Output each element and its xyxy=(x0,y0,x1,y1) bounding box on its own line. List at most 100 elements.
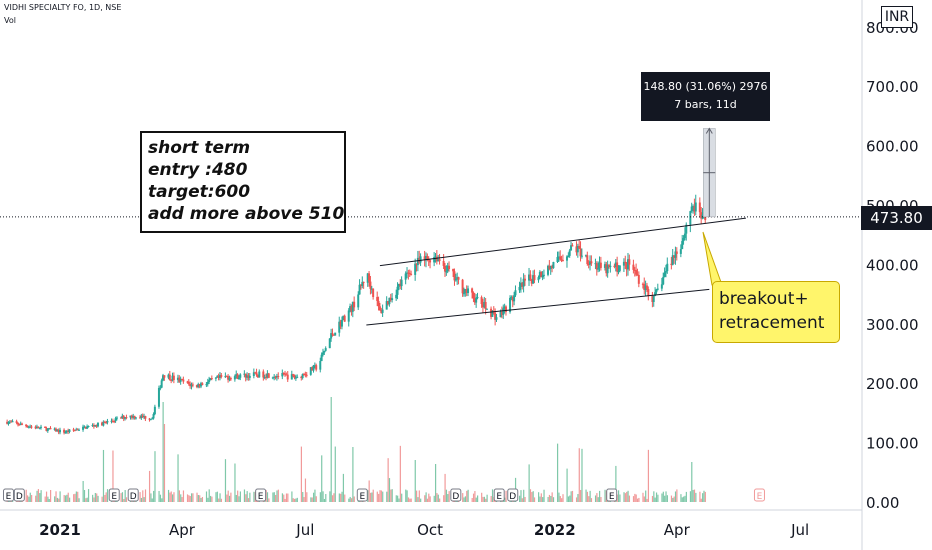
volume-bar xyxy=(143,497,145,502)
measure-arrowhead xyxy=(705,127,713,134)
volume-bar xyxy=(521,498,523,502)
volume-bar xyxy=(569,495,571,502)
candle xyxy=(673,255,676,258)
volume-bar xyxy=(101,496,103,502)
candle xyxy=(125,417,128,419)
volume-bar xyxy=(237,490,239,502)
candle xyxy=(406,272,409,274)
candle xyxy=(358,284,361,295)
candle xyxy=(281,372,284,377)
candle xyxy=(114,418,117,422)
candle xyxy=(481,304,484,308)
volume-bar xyxy=(350,498,353,502)
breakout-callout[interactable]: breakout+ retracement xyxy=(712,281,840,343)
volume-bar xyxy=(626,491,628,502)
candle xyxy=(152,414,155,419)
candle xyxy=(321,352,324,355)
volume-bar xyxy=(420,498,422,502)
volume-bar xyxy=(562,494,564,502)
candle xyxy=(227,376,230,380)
volume-bar xyxy=(367,490,369,502)
volume-bar xyxy=(330,397,332,502)
volume-bar xyxy=(294,498,296,502)
candle xyxy=(208,380,211,382)
volume-bar xyxy=(311,497,313,502)
candle xyxy=(209,378,212,381)
volume-bar xyxy=(26,495,29,502)
volume-bar xyxy=(481,492,483,502)
candle xyxy=(513,295,516,302)
candle xyxy=(435,256,438,262)
volume-bar xyxy=(93,497,95,502)
candle xyxy=(35,426,38,429)
volume-bar xyxy=(243,489,246,502)
candles xyxy=(6,194,707,435)
currency-badge[interactable]: INR xyxy=(881,6,913,28)
volume-bar xyxy=(303,497,305,502)
candle xyxy=(693,206,696,212)
volume-bar xyxy=(437,494,439,502)
volume-bar xyxy=(154,451,156,502)
candle xyxy=(313,365,316,367)
volume-bar xyxy=(209,495,212,502)
candle xyxy=(571,245,574,247)
candle xyxy=(584,255,587,257)
volume-bar xyxy=(664,495,666,502)
candle xyxy=(129,415,132,418)
candle xyxy=(40,426,43,428)
candle xyxy=(557,256,560,258)
volume-bar xyxy=(325,494,327,502)
volume-bar xyxy=(386,491,388,502)
candle xyxy=(38,427,41,429)
candle xyxy=(274,376,277,378)
candle xyxy=(330,333,333,339)
volume-bar xyxy=(436,493,438,502)
candle xyxy=(141,415,144,417)
candle xyxy=(502,308,505,315)
candle xyxy=(285,374,288,376)
event-marker xyxy=(255,488,267,502)
volume-bar xyxy=(439,498,441,502)
volume-bar xyxy=(96,493,98,502)
candle xyxy=(429,260,432,263)
note-box[interactable]: short term entry :480 target:600 add mor… xyxy=(140,131,346,233)
candle xyxy=(561,259,564,261)
candle xyxy=(504,306,507,312)
candle xyxy=(84,426,87,429)
candle xyxy=(228,377,231,380)
candle xyxy=(385,301,388,310)
candle xyxy=(191,384,194,386)
volume-bar xyxy=(68,497,71,502)
volume-bar xyxy=(265,490,267,502)
candle xyxy=(671,255,674,265)
candle xyxy=(625,262,628,270)
volume-bar xyxy=(85,498,87,502)
event-marker xyxy=(493,488,505,502)
candle xyxy=(556,256,559,263)
volume-bar xyxy=(158,490,160,502)
volume-bar xyxy=(434,464,437,502)
candle xyxy=(263,377,266,379)
candle xyxy=(199,383,202,387)
volume-bar xyxy=(699,491,701,502)
event-marker xyxy=(356,488,368,502)
candle xyxy=(328,338,331,349)
candle xyxy=(632,264,635,270)
candle xyxy=(162,375,165,381)
candle xyxy=(570,245,573,251)
candle xyxy=(168,374,171,380)
candle xyxy=(282,372,285,374)
candle xyxy=(157,387,160,407)
volume-bar xyxy=(245,494,247,502)
candle xyxy=(361,281,364,286)
x-tick-label: Apr xyxy=(169,521,196,539)
candle xyxy=(522,278,525,287)
volume-bar xyxy=(150,493,152,502)
volume-bar xyxy=(39,493,41,502)
candle xyxy=(637,275,640,284)
volume-bar xyxy=(50,489,52,502)
candle xyxy=(452,269,455,272)
event-marker-label: D xyxy=(509,492,516,502)
volume-bar xyxy=(448,491,450,502)
